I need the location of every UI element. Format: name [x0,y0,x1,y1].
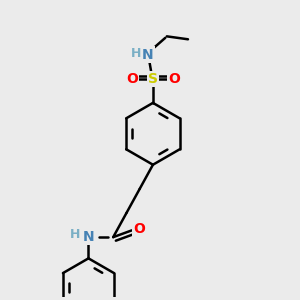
Text: O: O [126,72,138,86]
Text: O: O [133,222,145,236]
Text: N: N [82,230,94,244]
Text: N: N [142,48,154,62]
Text: S: S [148,72,158,86]
Text: H: H [70,228,80,241]
Text: H: H [131,46,141,60]
Text: O: O [168,72,180,86]
